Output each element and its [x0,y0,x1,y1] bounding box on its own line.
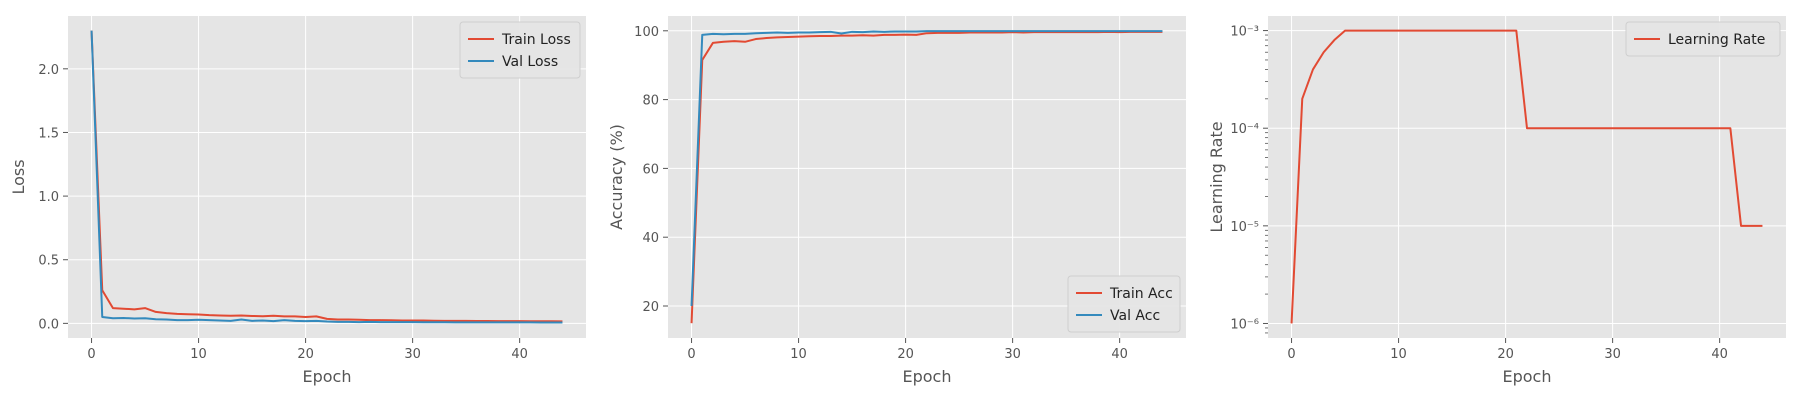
legend-box [459,21,581,79]
legend: Train Loss Val Loss [459,21,581,79]
y-tick-label: 80 [642,94,659,109]
legend-box [1625,21,1781,57]
x-tick-label: 30 [404,347,421,362]
legend: Learning Rate [1625,21,1781,57]
series-line-val-loss [90,30,563,324]
series-line-train-loss [90,30,563,323]
y-tick-label: 10⁻³ [1230,25,1259,40]
x-tick-label: 20 [1497,347,1514,362]
x-axis-label: Epoch [903,367,952,386]
x-tick-label: 40 [1111,347,1128,362]
y-tick-label: 20 [642,300,659,315]
legend-label: Train Acc [1109,286,1173,302]
x-tick-label: 30 [1604,347,1621,362]
x-tick-label: 40 [511,347,528,362]
x-tick-label: 30 [1004,347,1021,362]
legend-label: Learning Rate [1668,32,1765,48]
chart-panel-2: 0 10 20 30 40 20 40 60 80 100 Epoch Accuracy (%) Tra… [607,16,1186,386]
x-tick-label: 20 [297,347,314,362]
y-axis-label: Learning Rate [1207,121,1226,232]
legend-label: Val Loss [502,54,558,70]
y-tick-label: 1.0 [38,190,59,205]
x-axis-label: Epoch [303,367,352,386]
legend: Train Acc Val Acc [1067,275,1181,333]
legend-label: Val Acc [1110,308,1160,324]
y-tick-label: 0.5 [38,254,59,269]
x-tick-label: 0 [1287,347,1295,362]
chart-panel-1: 0 10 20 30 40 0.0 0.5 1.0 1.5 2.0 Epoch Loss Train L… [9,16,586,386]
x-tick-label: 40 [1711,347,1728,362]
series-line-train-acc [690,30,1163,324]
legend-box [1067,275,1181,333]
series-line-val-acc [690,30,1163,307]
x-tick-label: 10 [1390,347,1407,362]
plot-area [1268,16,1786,338]
x-tick-label: 20 [897,347,914,362]
chart-panel-3: 0 10 20 30 40 10⁻⁶ 10⁻⁵ 10⁻⁴ 10⁻³ Epoch Learning R… [1207,16,1786,386]
y-tick-label: 40 [642,231,659,246]
x-tick-label: 0 [87,347,95,362]
y-axis-label: Loss [9,159,28,194]
y-tick-label: 10⁻⁴ [1230,122,1259,137]
legend-label: Train Loss [501,32,571,48]
y-tick-label: 1.5 [38,126,59,141]
x-tick-label: 10 [190,347,207,362]
x-axis-label: Epoch [1503,367,1552,386]
y-tick-label: 0.0 [38,317,59,332]
x-tick-label: 0 [687,347,695,362]
y-tick-label: 100 [634,25,659,40]
y-tick-label: 10⁻⁵ [1230,220,1259,235]
y-tick-label: 60 [642,162,659,177]
series-line-learning-rate [1290,29,1763,324]
y-tick-label: 10⁻⁶ [1230,317,1259,332]
y-axis-label: Accuracy (%) [607,124,626,230]
x-tick-label: 10 [790,347,807,362]
y-tick-label: 2.0 [38,63,59,78]
